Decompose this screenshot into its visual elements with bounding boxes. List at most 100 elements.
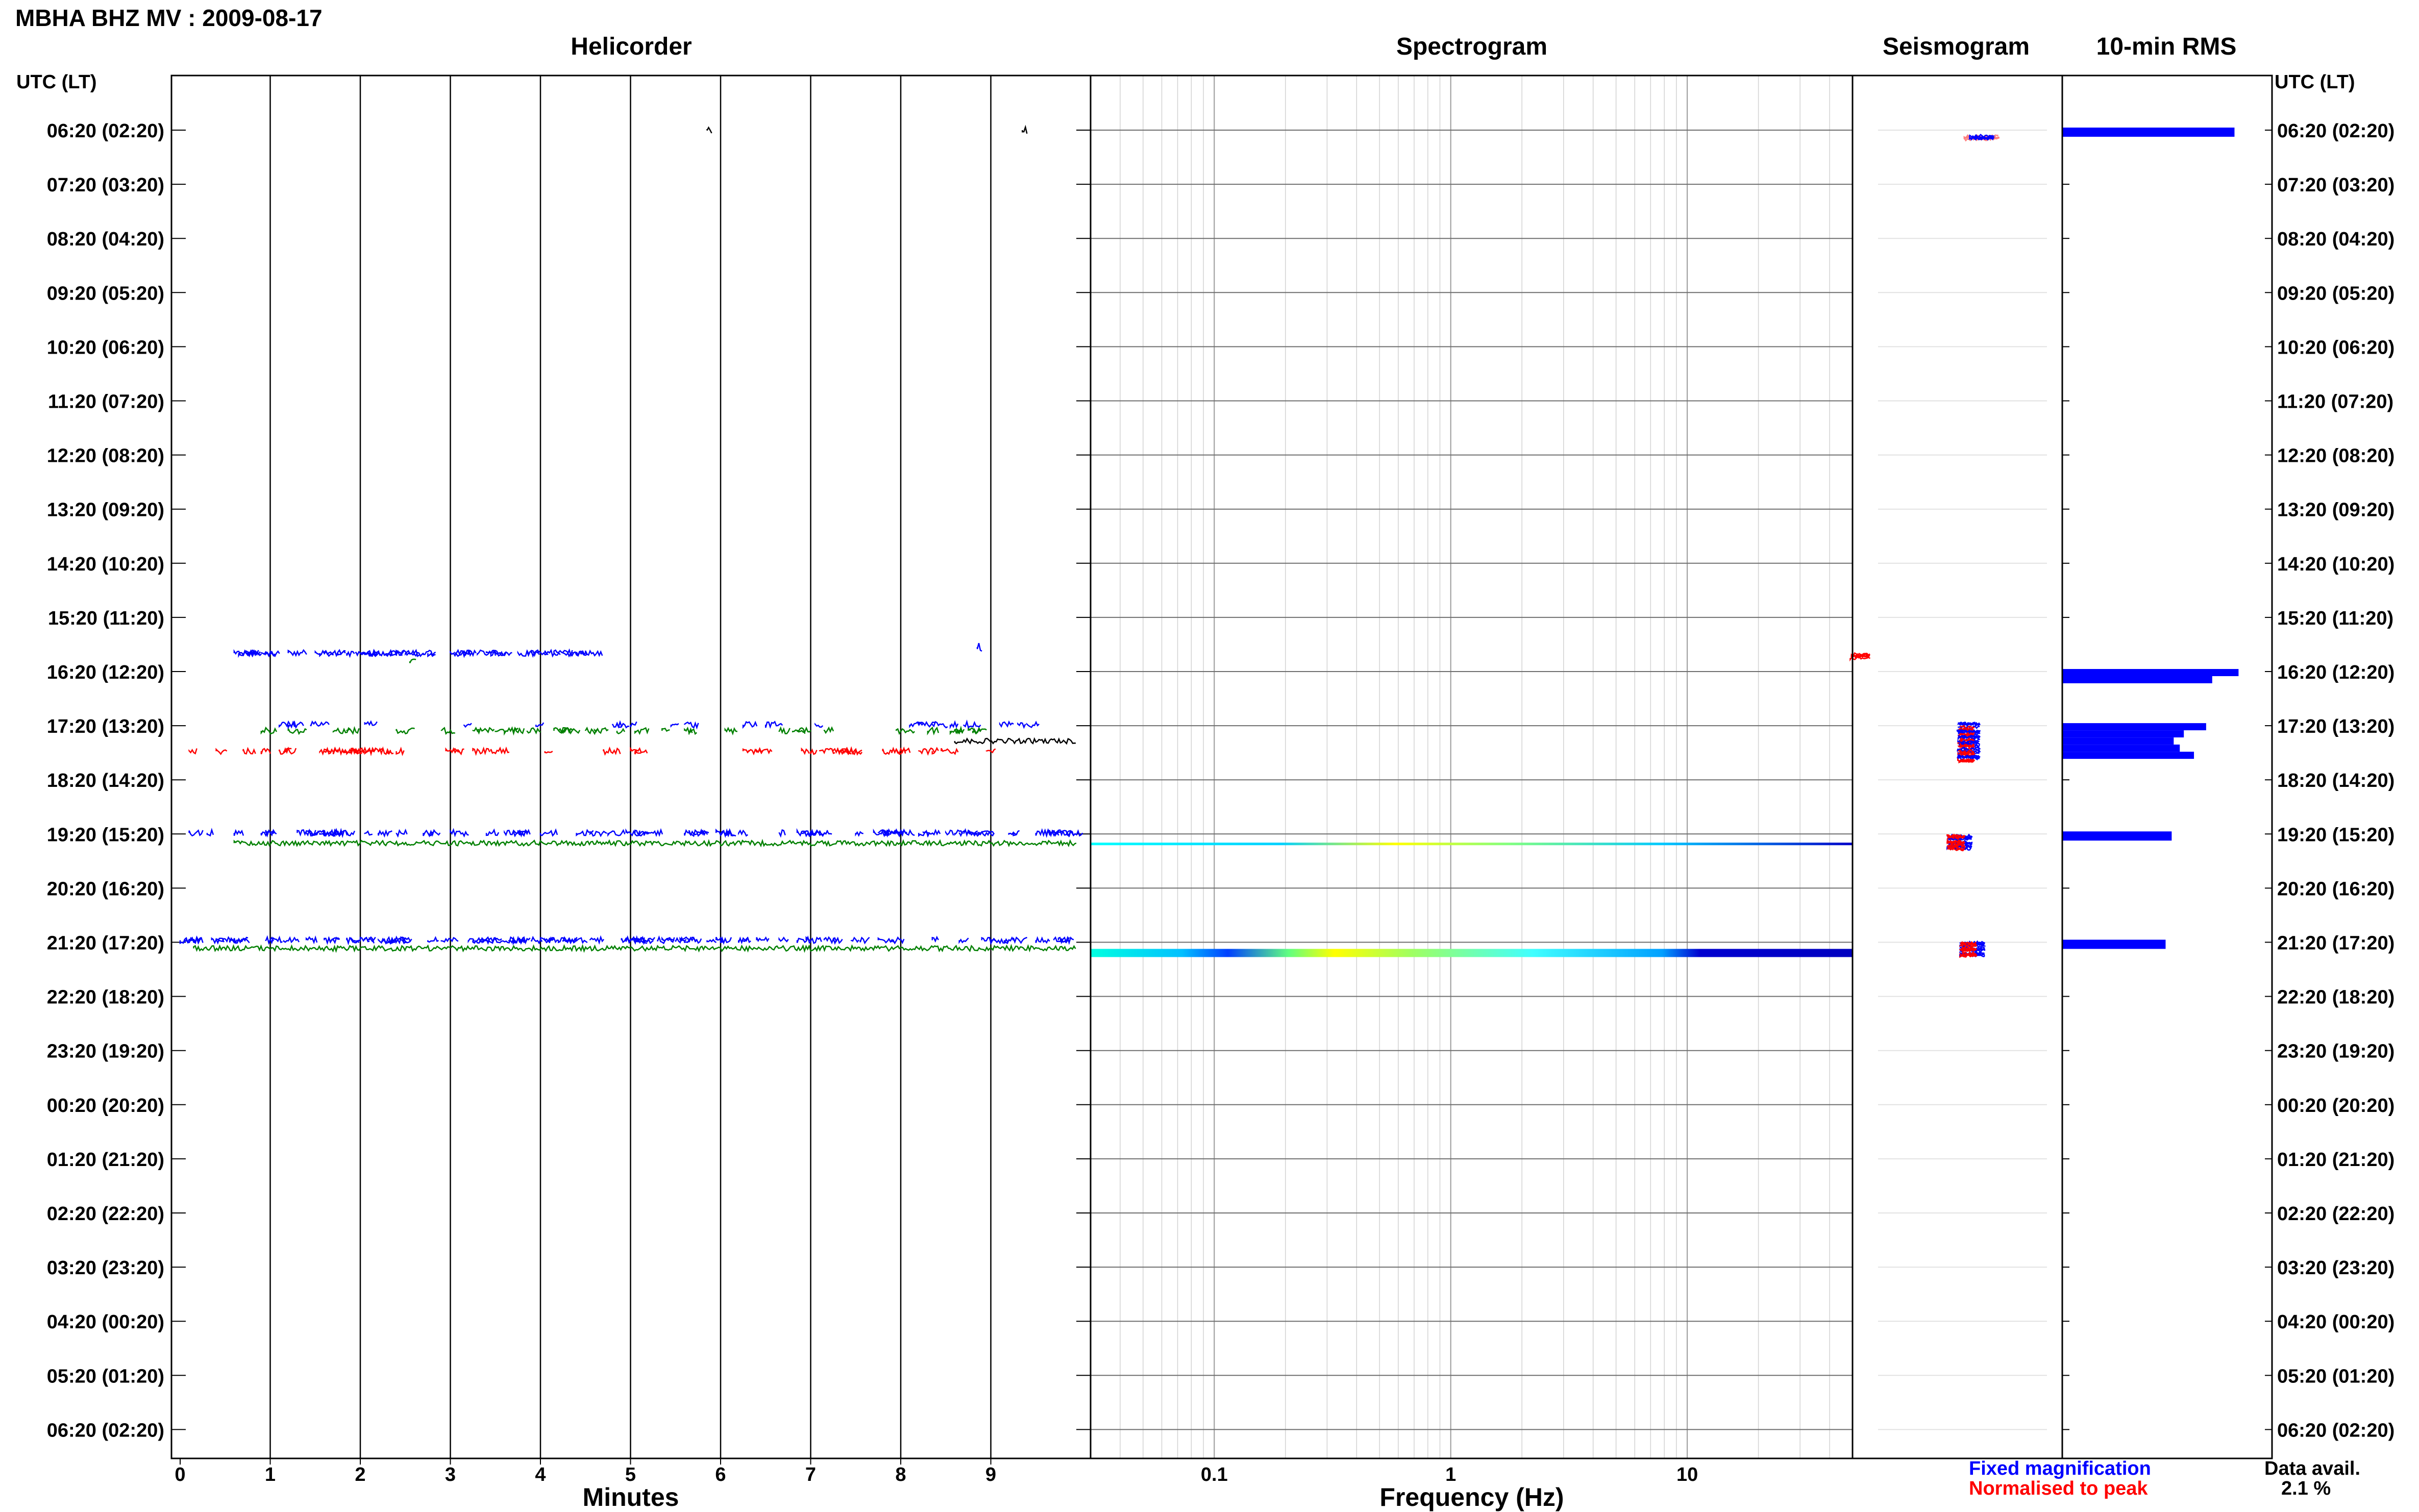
helicorder-trace: [616, 728, 626, 735]
helicorder-trace: [396, 727, 415, 735]
utc-row-label-left: 07:20 (03:20): [47, 175, 164, 196]
rms-bar: [2062, 128, 2235, 137]
spectrogram-title: Spectrogram: [1396, 33, 1548, 60]
helicorder-trace: [413, 652, 424, 657]
utc-row-label-right: 21:20 (17:20): [2277, 933, 2395, 954]
utc-row-label-left: 13:20 (09:20): [47, 500, 164, 521]
utc-row-label-right: 02:20 (22:20): [2277, 1203, 2395, 1225]
helicorder-trace: [378, 746, 391, 756]
helicorder-trace: [999, 720, 1014, 728]
utc-row-label-left: 05:20 (01:20): [47, 1366, 164, 1387]
helicorder-trace: [634, 747, 648, 755]
helicorder-trace: [814, 723, 824, 728]
rms-bar: [2062, 730, 2184, 738]
utc-row-label-right: 01:20 (21:20): [2277, 1149, 2395, 1171]
rms-title: 10-min RMS: [2096, 33, 2237, 60]
utc-row-label-left: 11:20 (07:20): [48, 391, 164, 413]
helicorder-trace: [544, 649, 561, 658]
helicorder-trace: [553, 727, 566, 734]
helicorder-trace: [954, 737, 1076, 745]
helicorder-trace: [972, 727, 987, 734]
helicorder-trace: [337, 651, 346, 656]
utc-row-label-left: 10:20 (06:20): [47, 337, 164, 358]
helicorder-trace: [630, 721, 637, 728]
helicorder-trace: [1067, 829, 1083, 838]
helicorder-trace: [215, 748, 228, 755]
utc-row-label-right: 20:20 (16:20): [2277, 878, 2395, 900]
helicorder-trace: [968, 831, 981, 837]
helicorder-trace: [283, 747, 297, 755]
seismogram-trace: [1947, 833, 1965, 839]
helicorder-trace: [233, 838, 1077, 848]
helicorder-trace: [891, 747, 911, 755]
utc-row-label-left: 12:20 (08:20): [47, 445, 164, 467]
helicorder-trace: [477, 727, 495, 735]
helicorder-trace: [801, 747, 810, 755]
helicorder-trace: [796, 726, 811, 733]
helicorder-trace: [504, 651, 512, 656]
helicorder-trace: [724, 828, 735, 837]
helicorder-trace: [792, 727, 806, 734]
helicorder-trace: [603, 746, 621, 756]
helicorder-trace: [855, 831, 864, 837]
helicorder-trace: [386, 750, 394, 755]
helicorder-trace: [522, 829, 531, 837]
helicorder-trace: [324, 746, 339, 755]
helicorder-trace: [193, 944, 1076, 953]
utc-row-label-right: 15:20 (11:20): [2277, 608, 2393, 629]
helicorder-trace: [346, 936, 360, 946]
helicorder-trace: [472, 746, 490, 756]
helicorder-trace: [305, 828, 326, 837]
helicorder-trace: [571, 937, 588, 945]
helicorder-trace: [643, 828, 663, 837]
seismogram-trace: [1852, 653, 1870, 658]
utc-row-label-right: 23:20 (19:20): [2277, 1041, 2395, 1062]
helicorder-trace: [364, 936, 375, 944]
helicorder-trace: [764, 721, 783, 729]
utc-row-label-left: 04:20 (00:20): [47, 1311, 164, 1333]
utc-row-label-left: 14:20 (10:20): [47, 554, 164, 575]
helicorder-trace: [539, 828, 558, 837]
helicorder-trace: [332, 727, 353, 734]
helicorder-trace: [1013, 936, 1028, 945]
minute-tick-label: 3: [445, 1464, 456, 1485]
helicorder-trace: [922, 829, 941, 838]
helicorder-trace: [283, 936, 300, 944]
utc-row-label-left: 16:20 (12:20): [47, 662, 164, 683]
helicorder-trace: [918, 721, 936, 728]
helicorder-trace: [778, 936, 789, 943]
helicorder-trace: [684, 726, 693, 735]
frequency-tick-label: 1: [1445, 1464, 1456, 1485]
seismogram-title: Seismogram: [1882, 33, 2030, 60]
helicorder-trace: [742, 936, 751, 944]
utc-label-left: UTC (LT): [16, 71, 97, 93]
helicorder-trace: [1053, 829, 1072, 837]
rms-bar: [2062, 669, 2239, 676]
helicorder-trace: [287, 649, 307, 657]
grid-layer: [171, 76, 2272, 1458]
helicorder-trace: [485, 936, 502, 944]
helicorder-trace: [396, 937, 412, 945]
legend-fixed-magnification: Fixed magnification: [1969, 1458, 2151, 1479]
helicorder-title: Helicorder: [571, 33, 692, 60]
utc-row-label-right: 13:20 (09:20): [2277, 500, 2395, 521]
seismogram-trace: [1959, 759, 1974, 762]
seismogram-trace: [1946, 847, 1965, 852]
utc-row-label-right: 11:20 (07:20): [2277, 391, 2393, 413]
spectrogram-frame: [1090, 75, 1854, 1459]
helicorder-trace: [738, 936, 749, 945]
helicorder-trace: [832, 936, 843, 945]
helicorder-trace: [337, 830, 356, 837]
helicorder-trace: [927, 726, 940, 736]
helicorder-trace: [954, 829, 964, 836]
helicorder-trace: [684, 721, 699, 730]
helicorder-trace: [589, 935, 605, 945]
utc-row-label-right: 07:20 (03:20): [2277, 175, 2395, 196]
helicorder-trace: [351, 937, 361, 944]
helicorder-trace: [837, 747, 852, 755]
utc-row-label-left: 18:20 (14:20): [47, 770, 164, 791]
helicorder-trace: [355, 748, 362, 755]
utc-row-label-right: 22:20 (18:20): [2277, 987, 2395, 1008]
legend-normalised-to-peak: Normalised to peak: [1969, 1478, 2148, 1499]
